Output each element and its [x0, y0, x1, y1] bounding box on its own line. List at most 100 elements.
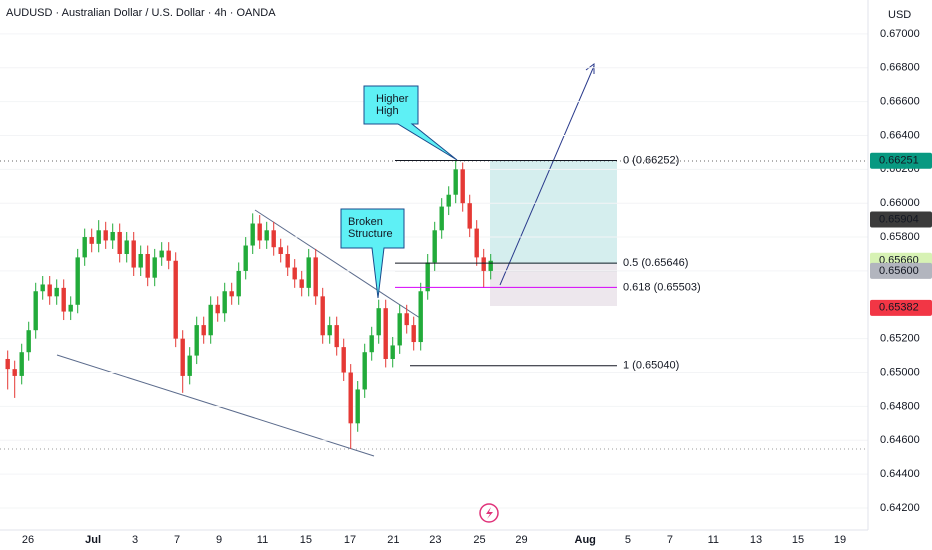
candle-body — [481, 257, 486, 271]
x-tick-label: 29 — [515, 534, 527, 546]
candle-body — [19, 352, 24, 376]
candle-body — [166, 250, 171, 261]
candle-body — [159, 250, 164, 258]
x-tick-label: 7 — [174, 534, 180, 546]
candle-body — [411, 325, 416, 343]
x-tick-label: 11 — [257, 534, 268, 546]
callout-text: Broken — [348, 216, 383, 228]
candle-body — [117, 231, 122, 254]
candle-body — [229, 291, 234, 297]
x-tick-label: 13 — [750, 534, 762, 546]
candle-body — [89, 237, 94, 244]
candle-body — [68, 304, 73, 312]
trendline — [56, 354, 375, 457]
y-tick-label: 0.64400 — [880, 468, 920, 480]
event-icon-bolt — [486, 507, 493, 519]
candle-body — [173, 260, 178, 339]
y-tick-label: 0.66600 — [880, 96, 920, 108]
candle-body — [299, 279, 304, 288]
candle-body — [425, 262, 430, 292]
callout-text: Structure — [348, 228, 393, 240]
candle-body — [201, 325, 206, 336]
target-zone — [490, 161, 617, 264]
candle-body — [383, 308, 388, 359]
fib-label: 1 (0.65040) — [623, 360, 679, 372]
x-tick-label: 17 — [344, 534, 356, 546]
x-tick-label: Aug — [575, 534, 596, 546]
price-badge-label: 0.65600 — [879, 265, 919, 277]
callout — [363, 85, 458, 161]
fib-label: 0 (0.66252) — [623, 154, 679, 166]
candle-body — [376, 308, 381, 336]
candle-body — [285, 253, 290, 268]
candle-body — [348, 372, 353, 424]
price-badge — [870, 152, 932, 169]
trendline — [254, 209, 421, 319]
candle-body — [292, 267, 297, 280]
x-tick-label: 23 — [429, 534, 441, 546]
candle-body — [243, 245, 248, 271]
y-tick-label: 0.65800 — [880, 231, 920, 243]
fib-label: 0.5 (0.65646) — [623, 257, 688, 269]
projection-arrow — [499, 65, 595, 286]
candle-body — [467, 203, 472, 229]
x-tick-label: 21 — [387, 534, 399, 546]
candle-body — [432, 230, 437, 263]
candle-body — [404, 313, 409, 326]
candle-body — [369, 335, 374, 353]
price-badge-label: 0.66251 — [879, 155, 919, 167]
candle-body — [306, 257, 311, 288]
candle-body — [278, 247, 283, 254]
candle-body — [145, 253, 150, 278]
candle-body — [187, 355, 192, 376]
candle-body — [152, 257, 157, 278]
candle-body — [12, 369, 17, 376]
x-tick-label: 26 — [22, 534, 34, 546]
chart-title: AUDUSD · Australian Dollar / U.S. Dollar… — [6, 7, 276, 19]
x-tick-label: 25 — [473, 534, 485, 546]
x-tick-label: 5 — [625, 534, 631, 546]
candle-body — [33, 291, 38, 331]
x-tick-label: 9 — [216, 534, 222, 546]
x-tick-label: 3 — [132, 534, 138, 546]
x-tick-label: 11 — [708, 534, 719, 546]
candle-body — [54, 287, 59, 297]
x-tick-label: Jul — [85, 534, 101, 546]
candle-body — [208, 304, 213, 336]
callout-text: Higher — [376, 93, 409, 105]
price-badge — [870, 299, 932, 316]
candle-body — [474, 228, 479, 258]
y-tick-label: 0.66800 — [880, 62, 920, 74]
candle-body — [460, 169, 465, 204]
candle-body — [439, 206, 444, 231]
candle-body — [5, 358, 10, 370]
x-tick-label: 19 — [834, 534, 846, 546]
y-tick-label: 0.64800 — [880, 400, 920, 412]
candle-body — [138, 253, 143, 268]
price-badge — [870, 262, 932, 279]
y-tick-label: 0.64600 — [880, 434, 920, 446]
x-tick-label: 7 — [667, 534, 673, 546]
candle-body — [334, 325, 339, 348]
candle-body — [82, 237, 87, 258]
y-tick-label: 0.64200 — [880, 502, 920, 514]
x-tick-label: 15 — [792, 534, 804, 546]
candle-body — [397, 313, 402, 346]
price-badge — [870, 211, 932, 228]
candle-body — [257, 223, 262, 241]
candle-body — [47, 284, 52, 297]
candle-body — [453, 169, 458, 195]
candle-body — [264, 230, 269, 241]
y-tick-label: 0.65000 — [880, 366, 920, 378]
candle-body — [110, 231, 115, 241]
candle-body — [418, 291, 423, 343]
x-tick-label: 15 — [300, 534, 312, 546]
candle-body — [61, 287, 66, 312]
candle-body — [194, 325, 199, 356]
candle-body — [488, 260, 493, 271]
candle-body — [124, 240, 129, 254]
callout — [340, 208, 405, 299]
candle-body — [103, 230, 108, 241]
